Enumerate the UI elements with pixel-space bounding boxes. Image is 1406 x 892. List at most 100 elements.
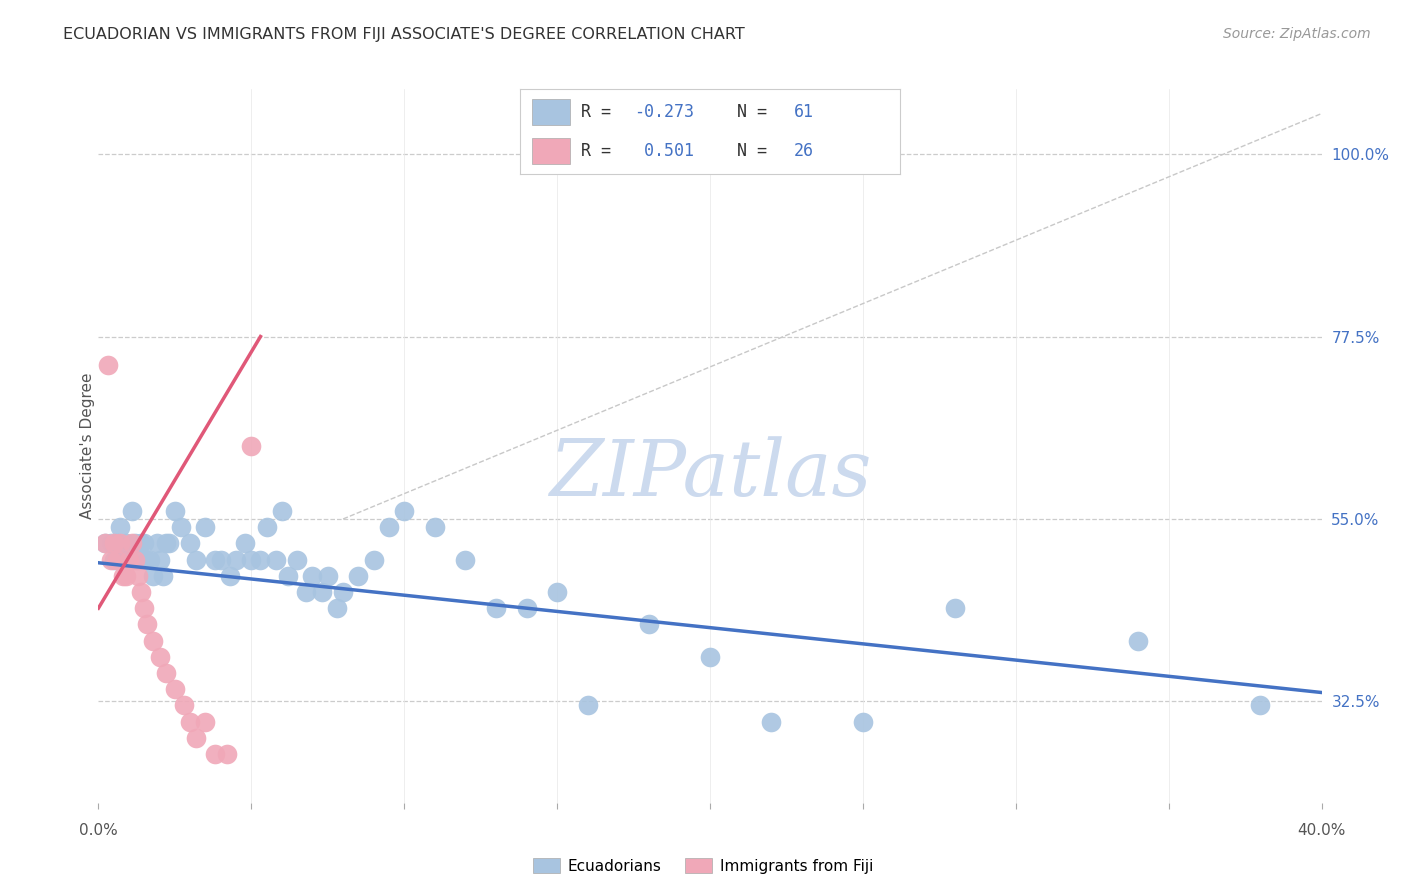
Point <box>121 504 143 518</box>
Point <box>233 536 256 550</box>
Text: N =: N = <box>737 142 776 160</box>
Point <box>145 536 167 550</box>
Text: ECUADORIAN VS IMMIGRANTS FROM FIJI ASSOCIATE'S DEGREE CORRELATION CHART: ECUADORIAN VS IMMIGRANTS FROM FIJI ASSOC… <box>63 27 745 42</box>
Point <box>270 504 292 518</box>
Point <box>179 536 201 550</box>
Point <box>93 536 115 550</box>
Point <box>179 714 201 729</box>
Point <box>124 536 146 550</box>
Point <box>163 682 186 697</box>
Text: 0.501: 0.501 <box>634 142 695 160</box>
Point <box>852 714 875 729</box>
Point <box>100 552 122 566</box>
Point <box>215 747 238 761</box>
Point <box>155 536 177 550</box>
Point <box>163 504 186 518</box>
Point <box>516 601 538 615</box>
Text: 61: 61 <box>793 103 814 121</box>
Text: Source: ZipAtlas.com: Source: ZipAtlas.com <box>1223 27 1371 41</box>
Point <box>139 552 162 566</box>
Point <box>194 520 217 534</box>
Point <box>219 568 242 582</box>
Point <box>204 552 226 566</box>
Point <box>277 568 299 582</box>
Point <box>225 552 247 566</box>
Point <box>111 552 134 566</box>
Point <box>1249 698 1271 713</box>
Text: N =: N = <box>737 103 776 121</box>
Point <box>93 536 115 550</box>
Point <box>127 568 149 582</box>
Point <box>311 585 333 599</box>
Text: 40.0%: 40.0% <box>1298 823 1346 838</box>
Point <box>546 585 568 599</box>
Point <box>637 617 661 632</box>
FancyBboxPatch shape <box>531 138 569 164</box>
Text: 0.0%: 0.0% <box>79 823 118 838</box>
Point <box>118 552 141 566</box>
Point <box>173 698 195 713</box>
Point <box>134 601 156 615</box>
Point <box>454 552 477 566</box>
Point <box>264 552 287 566</box>
Point <box>136 552 159 566</box>
Point <box>194 714 217 729</box>
Point <box>149 552 172 566</box>
Point <box>256 520 278 534</box>
Point <box>204 747 226 761</box>
Point <box>699 649 721 664</box>
Text: -0.273: -0.273 <box>634 103 695 121</box>
Point <box>111 568 134 582</box>
FancyBboxPatch shape <box>531 99 569 125</box>
Point <box>108 536 131 550</box>
Point <box>124 552 146 566</box>
Point <box>576 698 599 713</box>
Point <box>209 552 232 566</box>
Point <box>485 601 508 615</box>
Point <box>142 568 165 582</box>
Point <box>332 585 354 599</box>
Point <box>118 552 141 566</box>
Point <box>97 358 120 372</box>
Point <box>105 536 128 550</box>
Point <box>249 552 271 566</box>
Point <box>363 552 385 566</box>
Point <box>121 536 143 550</box>
Text: R =: R = <box>581 103 621 121</box>
Point <box>103 552 125 566</box>
Point <box>155 666 177 681</box>
Point <box>129 585 152 599</box>
Point <box>316 568 339 582</box>
Point <box>134 536 156 550</box>
Point <box>127 552 149 566</box>
Point <box>186 731 208 745</box>
Point <box>105 552 128 566</box>
Text: R =: R = <box>581 142 621 160</box>
Point <box>285 552 308 566</box>
Point <box>115 568 138 582</box>
Legend: Ecuadorians, Immigrants from Fiji: Ecuadorians, Immigrants from Fiji <box>527 852 879 880</box>
Text: ZIPatlas: ZIPatlas <box>548 436 872 513</box>
Point <box>152 568 174 582</box>
Point <box>347 568 370 582</box>
Point <box>240 439 263 453</box>
Point <box>103 536 125 550</box>
Point <box>295 585 318 599</box>
Point <box>170 520 193 534</box>
Point <box>301 568 323 582</box>
Y-axis label: Associate's Degree: Associate's Degree <box>80 373 94 519</box>
Point <box>100 536 122 550</box>
Point <box>108 520 131 534</box>
Point <box>378 520 401 534</box>
Point <box>240 552 263 566</box>
Point <box>142 633 165 648</box>
Point <box>392 504 416 518</box>
Point <box>115 536 138 550</box>
Point <box>136 617 159 632</box>
Text: 26: 26 <box>793 142 814 160</box>
Point <box>186 552 208 566</box>
Point <box>423 520 446 534</box>
Point <box>943 601 966 615</box>
Point <box>1128 633 1150 648</box>
Point <box>759 714 782 729</box>
